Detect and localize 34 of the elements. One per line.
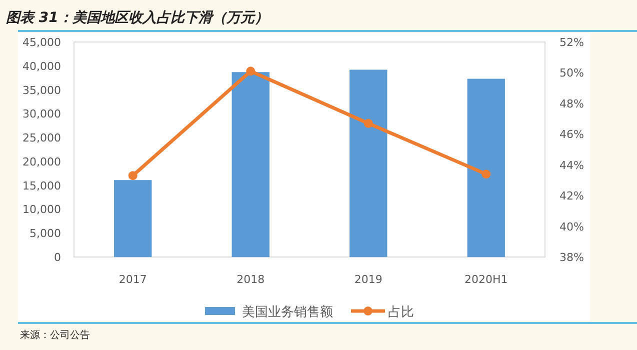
x-tick-label: 2019 xyxy=(354,273,382,286)
y2-tick-label: 42% xyxy=(560,190,584,203)
y-tick-label: 25,000 xyxy=(22,132,61,145)
y2-tick-label: 40% xyxy=(560,220,584,234)
y-tick-label: 35,000 xyxy=(22,84,61,97)
y-tick-label: 45,000 xyxy=(22,36,61,49)
y2-tick-label: 38% xyxy=(560,251,584,264)
y-tick-label: 0 xyxy=(54,251,61,264)
y-tick-label: 40,000 xyxy=(22,60,61,73)
legend-label: 美国业务销售额 xyxy=(242,304,333,320)
y-tick-label: 5,000 xyxy=(30,227,61,240)
y2-tick-label: 44% xyxy=(560,158,584,172)
legend-label: 占比 xyxy=(388,305,414,320)
bar xyxy=(114,180,152,257)
y-tick-label: 10,000 xyxy=(22,203,61,216)
bar xyxy=(467,78,505,257)
point xyxy=(128,171,138,180)
point xyxy=(364,118,373,128)
point xyxy=(246,66,256,76)
y-tick-label: 20,000 xyxy=(22,155,61,168)
y2-tick-label: 52% xyxy=(560,36,584,49)
x-tick-label: 2018 xyxy=(236,273,265,286)
x-tick-label: 2017 xyxy=(118,273,147,286)
bar xyxy=(350,70,388,257)
y2-tick-label: 50% xyxy=(560,66,584,80)
y2-tick-label: 48% xyxy=(560,97,584,110)
source-note: 来源：公司公告 xyxy=(20,329,90,341)
y-tick-label: 30,000 xyxy=(22,108,61,121)
x-tick-label: 2020H1 xyxy=(464,273,508,286)
point xyxy=(482,170,491,179)
y2-tick-label: 46% xyxy=(560,128,584,142)
bar xyxy=(232,72,270,257)
chart-title: 图表 31：美国地区收入占比下滑（万元） xyxy=(6,9,268,26)
y-tick-label: 15,000 xyxy=(22,179,61,192)
